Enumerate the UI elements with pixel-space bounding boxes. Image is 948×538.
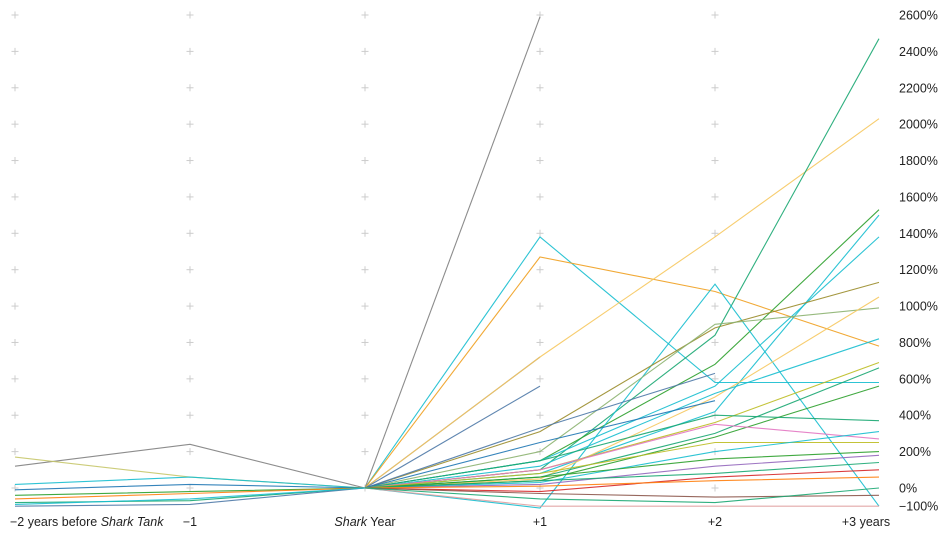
y-tick-label: 2200% [899,81,938,95]
series-line-27 [364,461,880,489]
y-tick-label: 200% [899,445,931,459]
y-tick-label: 1400% [899,227,938,241]
series-line-26 [364,454,880,489]
series-line-23 [364,441,879,489]
series-line-10 [364,236,880,489]
series-line-15 [364,338,880,489]
y-tick-label: 1800% [899,154,938,168]
y-tick-label: 600% [899,372,931,386]
y-tick-label: 2600% [899,9,938,23]
x-tick-label: +2 [708,515,722,529]
x-tick-label: −1 [183,515,197,529]
x-tick-label: +1 [533,515,547,529]
series-line-11 [364,385,541,489]
series-line-13 [364,307,880,489]
y-tick-label: 1200% [899,263,938,277]
y-tick-label: 2000% [899,118,938,132]
series-line-28 [364,469,880,493]
series-lines [14,16,880,509]
series-line-35 [14,483,366,491]
series-line-1 [364,16,541,489]
series-line-9 [364,283,880,509]
series-line-34 [14,476,366,489]
series-line-24 [364,431,880,489]
series-line-38 [14,487,366,504]
series-line-30 [364,487,880,498]
y-axis-tick-labels: 2600% 2400% 2200% 2000% 1800% 1600% 1400% 1200%… [899,9,938,514]
y-tick-label: 400% [899,409,931,423]
y-tick-label: 800% [899,336,931,350]
series-line-19 [364,372,716,489]
series-line-5 [364,118,880,489]
series-line-6 [364,38,880,489]
series-line-21 [364,414,880,489]
x-tick-label: Shark Year [334,515,395,529]
series-line-40 [14,487,366,505]
y-tick-label: 1600% [899,190,938,204]
series-line-33 [14,456,366,489]
series-line-37 [14,487,366,500]
series-line-39 [14,487,366,507]
series-line-31 [364,487,879,507]
series-line-29 [364,476,880,489]
x-tick-label: −2 years before Shark Tank [10,515,164,529]
grid-markers [11,11,719,492]
series-line-32 [364,487,880,504]
series-line-22 [364,423,880,489]
series-line-20 [364,400,716,489]
series-line-25 [364,451,880,489]
series-line-4 [364,256,880,489]
series-line-3 [364,236,879,489]
series-line-36 [14,487,366,496]
series-line-7 [364,209,880,489]
series-line-12 [364,281,880,489]
y-tick-label: 2400% [899,45,938,59]
series-line-8 [364,214,880,489]
x-axis-tick-labels: −2 years before Shark Tank −1 Shark Year +1… [10,515,890,529]
y-tick-label: −100% [899,500,938,514]
x-tick-label: +3 years [842,515,890,529]
y-tick-label: 0% [899,482,917,496]
y-tick-label: 1000% [899,300,938,314]
